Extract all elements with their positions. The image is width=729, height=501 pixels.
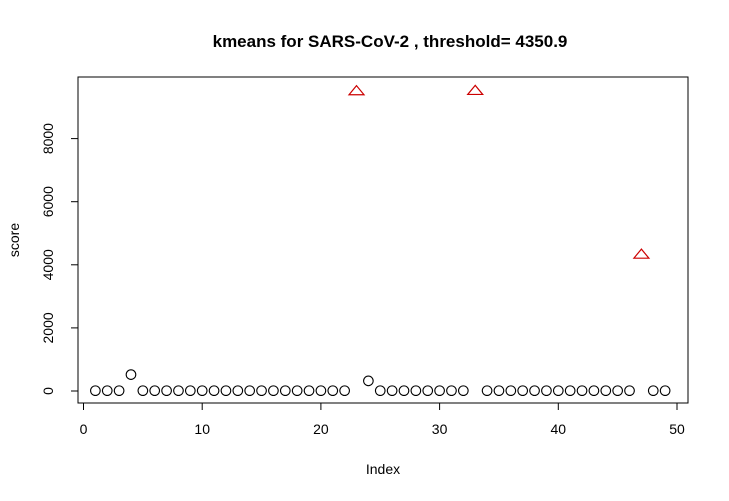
data-point (434, 385, 445, 397)
x-tick-label: 40 (551, 421, 567, 437)
outlier-point (632, 248, 651, 259)
data-point (208, 385, 220, 397)
data-point (268, 385, 279, 397)
y-tick-label: 2000 (40, 312, 56, 343)
data-point (363, 375, 374, 387)
data-point (588, 385, 600, 397)
data-point (576, 385, 588, 397)
data-point (446, 385, 457, 397)
outlier-point (347, 84, 366, 96)
data-point (647, 385, 659, 397)
data-point (161, 385, 172, 397)
data-point (196, 385, 208, 397)
data-point (173, 385, 184, 397)
chart-title: kmeans for SARS-CoV-2 , threshold= 4350.… (213, 32, 568, 51)
data-point (600, 385, 612, 397)
data-point (315, 385, 327, 397)
data-point (90, 385, 101, 397)
x-axis: 0 10 20 30 40 50 (80, 402, 685, 437)
data-point (410, 385, 422, 397)
data-point (481, 385, 493, 397)
data-point (339, 385, 350, 397)
data-point (374, 385, 386, 397)
data-points (90, 84, 671, 397)
data-point (101, 385, 113, 397)
y-tick-label: 4000 (40, 249, 56, 280)
y-tick-label: 6000 (40, 186, 56, 217)
data-point (232, 385, 244, 397)
data-point (303, 385, 315, 397)
data-point (505, 385, 517, 397)
y-tick-label: 8000 (40, 123, 56, 154)
x-tick-label: 50 (669, 421, 685, 437)
data-point (137, 385, 149, 397)
data-point (244, 385, 256, 397)
data-point (291, 385, 303, 397)
x-tick-label: 20 (313, 421, 329, 437)
x-tick-label: 0 (80, 421, 88, 437)
data-point (541, 385, 552, 397)
y-axis-label: score (6, 223, 22, 257)
data-point (493, 385, 505, 397)
plot-frame (77, 76, 689, 404)
data-point (256, 385, 267, 397)
x-tick-label: 30 (432, 421, 448, 437)
data-point (113, 385, 125, 397)
data-point (184, 385, 196, 397)
y-tick-label: 0 (40, 387, 56, 395)
data-point (220, 385, 232, 397)
data-point (517, 385, 529, 397)
data-point (386, 385, 398, 397)
data-point (529, 385, 540, 397)
data-point (552, 385, 564, 397)
data-point (457, 385, 469, 397)
data-point (125, 369, 137, 380)
x-axis-label: Index (366, 461, 400, 477)
data-point (398, 385, 410, 397)
x-tick-label: 10 (194, 421, 210, 437)
data-point (149, 385, 161, 397)
data-point (564, 385, 576, 397)
data-point (624, 385, 635, 397)
data-point (659, 385, 671, 397)
outlier-point (466, 84, 484, 96)
data-point (327, 385, 339, 397)
data-point (422, 385, 434, 397)
data-point (612, 385, 624, 397)
data-point (279, 385, 291, 397)
y-axis: 0 2000 4000 6000 8000 (40, 123, 79, 395)
